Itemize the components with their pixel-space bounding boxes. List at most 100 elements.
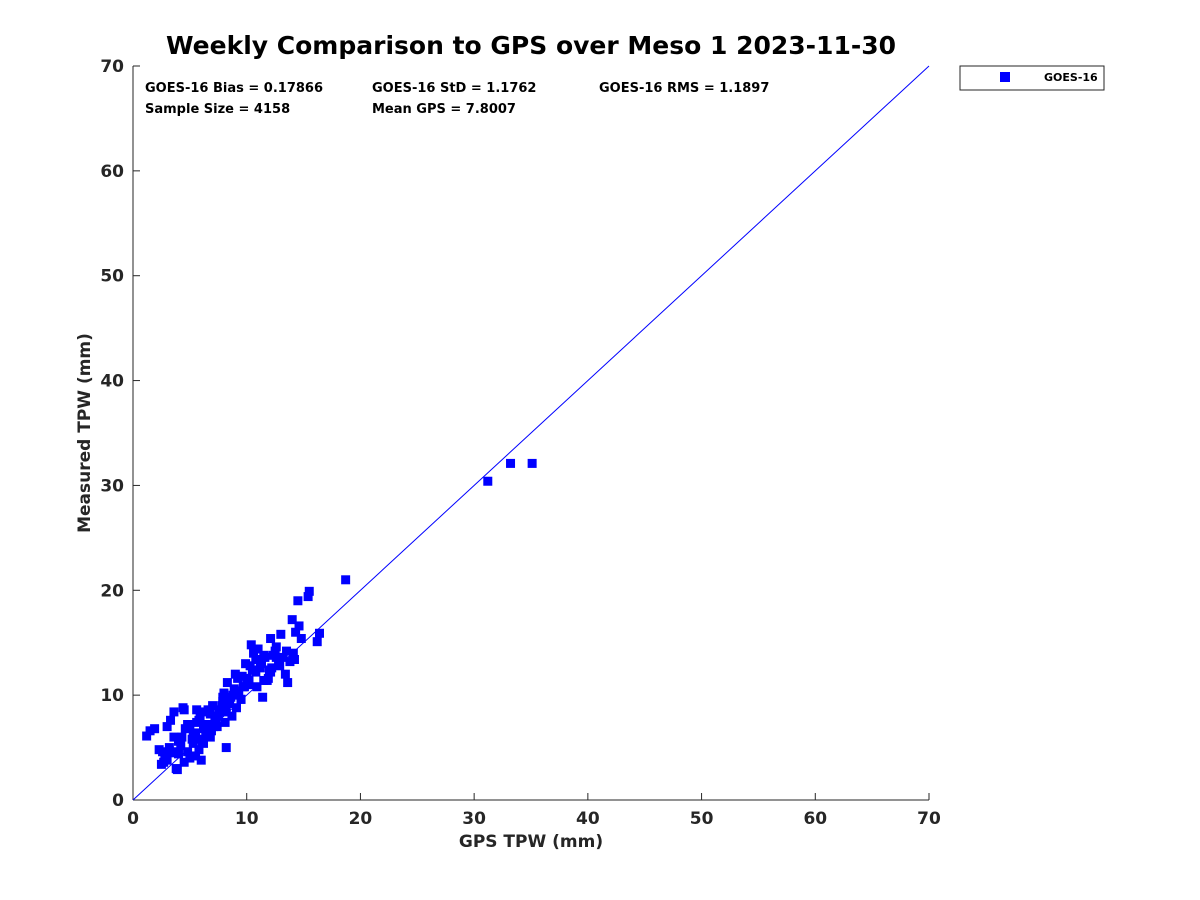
data-point (159, 757, 169, 767)
y-tick-label: 60 (100, 162, 124, 182)
data-point (179, 757, 189, 767)
data-point (192, 705, 202, 715)
data-point (251, 667, 261, 677)
data-point (283, 678, 293, 688)
data-point (285, 657, 295, 667)
data-point (258, 692, 268, 702)
x-axis-label: GPS TPW (mm) (459, 832, 603, 852)
data-point (208, 701, 218, 711)
data-point (188, 730, 198, 740)
data-point (221, 707, 231, 717)
data-point (246, 640, 256, 650)
data-point (253, 644, 263, 654)
data-point (263, 673, 273, 683)
data-point (211, 713, 221, 723)
data-point (183, 720, 193, 730)
data-point (287, 615, 297, 625)
data-point (244, 675, 254, 685)
data-point (191, 751, 201, 761)
x-tick-label: 70 (917, 809, 941, 829)
x-tick-label: 0 (127, 809, 139, 829)
data-point (237, 671, 247, 681)
data-point (206, 726, 216, 736)
data-point (203, 705, 213, 715)
data-point (173, 749, 183, 759)
data-point (185, 753, 195, 763)
stat-mean-gps: Mean GPS = 7.8007 (372, 102, 516, 117)
data-point (264, 665, 274, 675)
stat-sample-size: Sample Size = 4158 (145, 102, 290, 117)
data-point (196, 755, 206, 765)
data-point (236, 694, 246, 704)
data-point (177, 732, 187, 742)
data-point (304, 586, 314, 596)
y-tick-label: 70 (100, 57, 124, 77)
x-tick-label: 20 (349, 809, 373, 829)
y-tick-label: 40 (100, 372, 124, 392)
data-point (238, 682, 248, 692)
data-point (314, 628, 324, 638)
data-point (256, 659, 266, 669)
data-point (168, 747, 178, 757)
data-point (266, 634, 276, 644)
data-point (245, 661, 255, 671)
data-point (241, 659, 251, 669)
data-point (202, 720, 212, 730)
y-tick-label: 30 (100, 476, 124, 496)
legend: GOES-16 (959, 65, 1105, 91)
data-point (291, 627, 301, 637)
legend-box (959, 65, 1105, 91)
x-tick-label: 40 (576, 809, 600, 829)
data-point (231, 686, 241, 696)
data-point (166, 715, 176, 725)
data-point (192, 717, 202, 727)
data-point (288, 648, 298, 658)
data-point (227, 711, 237, 721)
data-point (199, 738, 209, 748)
x-tick-label: 10 (235, 809, 259, 829)
data-point (162, 722, 172, 732)
stat-bias: GOES-16 Bias = 0.17866 (145, 81, 323, 96)
one-to-one-line (132, 65, 930, 801)
data-point (280, 669, 290, 679)
x-tick-label: 50 (690, 809, 714, 829)
data-point (205, 732, 215, 742)
scatter-points (142, 458, 537, 775)
data-point (271, 652, 281, 662)
data-point (201, 730, 211, 740)
data-point (282, 646, 292, 656)
data-point (275, 661, 285, 671)
y-tick-label: 20 (100, 581, 124, 601)
data-point (142, 731, 152, 741)
data-point (296, 634, 306, 644)
data-point (312, 637, 322, 647)
y-tick-label: 10 (100, 686, 124, 706)
data-point (221, 743, 231, 753)
data-point (303, 592, 313, 602)
y-tick-label: 0 (112, 791, 124, 811)
y-ticks: 0 10 20 30 40 50 60 70 (100, 57, 140, 811)
data-point (214, 705, 224, 715)
data-point (293, 596, 303, 606)
data-point (225, 699, 235, 709)
data-point (278, 652, 288, 662)
data-point (179, 705, 189, 715)
stat-std: GOES-16 StD = 1.1762 (372, 81, 536, 96)
data-point (150, 724, 160, 734)
data-point (226, 692, 236, 702)
data-point (230, 669, 240, 679)
data-point (527, 458, 537, 468)
data-point (169, 707, 179, 717)
y-axis-label: Measured TPW (mm) (75, 333, 95, 533)
data-point (220, 717, 230, 727)
data-point (251, 654, 261, 664)
data-point (222, 678, 232, 688)
data-point (294, 621, 304, 631)
x-tick-label: 60 (803, 809, 827, 829)
x-tick-label: 30 (462, 809, 486, 829)
data-point (145, 726, 155, 736)
stat-rms: GOES-16 RMS = 1.1897 (599, 81, 769, 96)
legend-label-goes16: GOES-16 (1044, 71, 1098, 84)
data-point (259, 675, 269, 685)
